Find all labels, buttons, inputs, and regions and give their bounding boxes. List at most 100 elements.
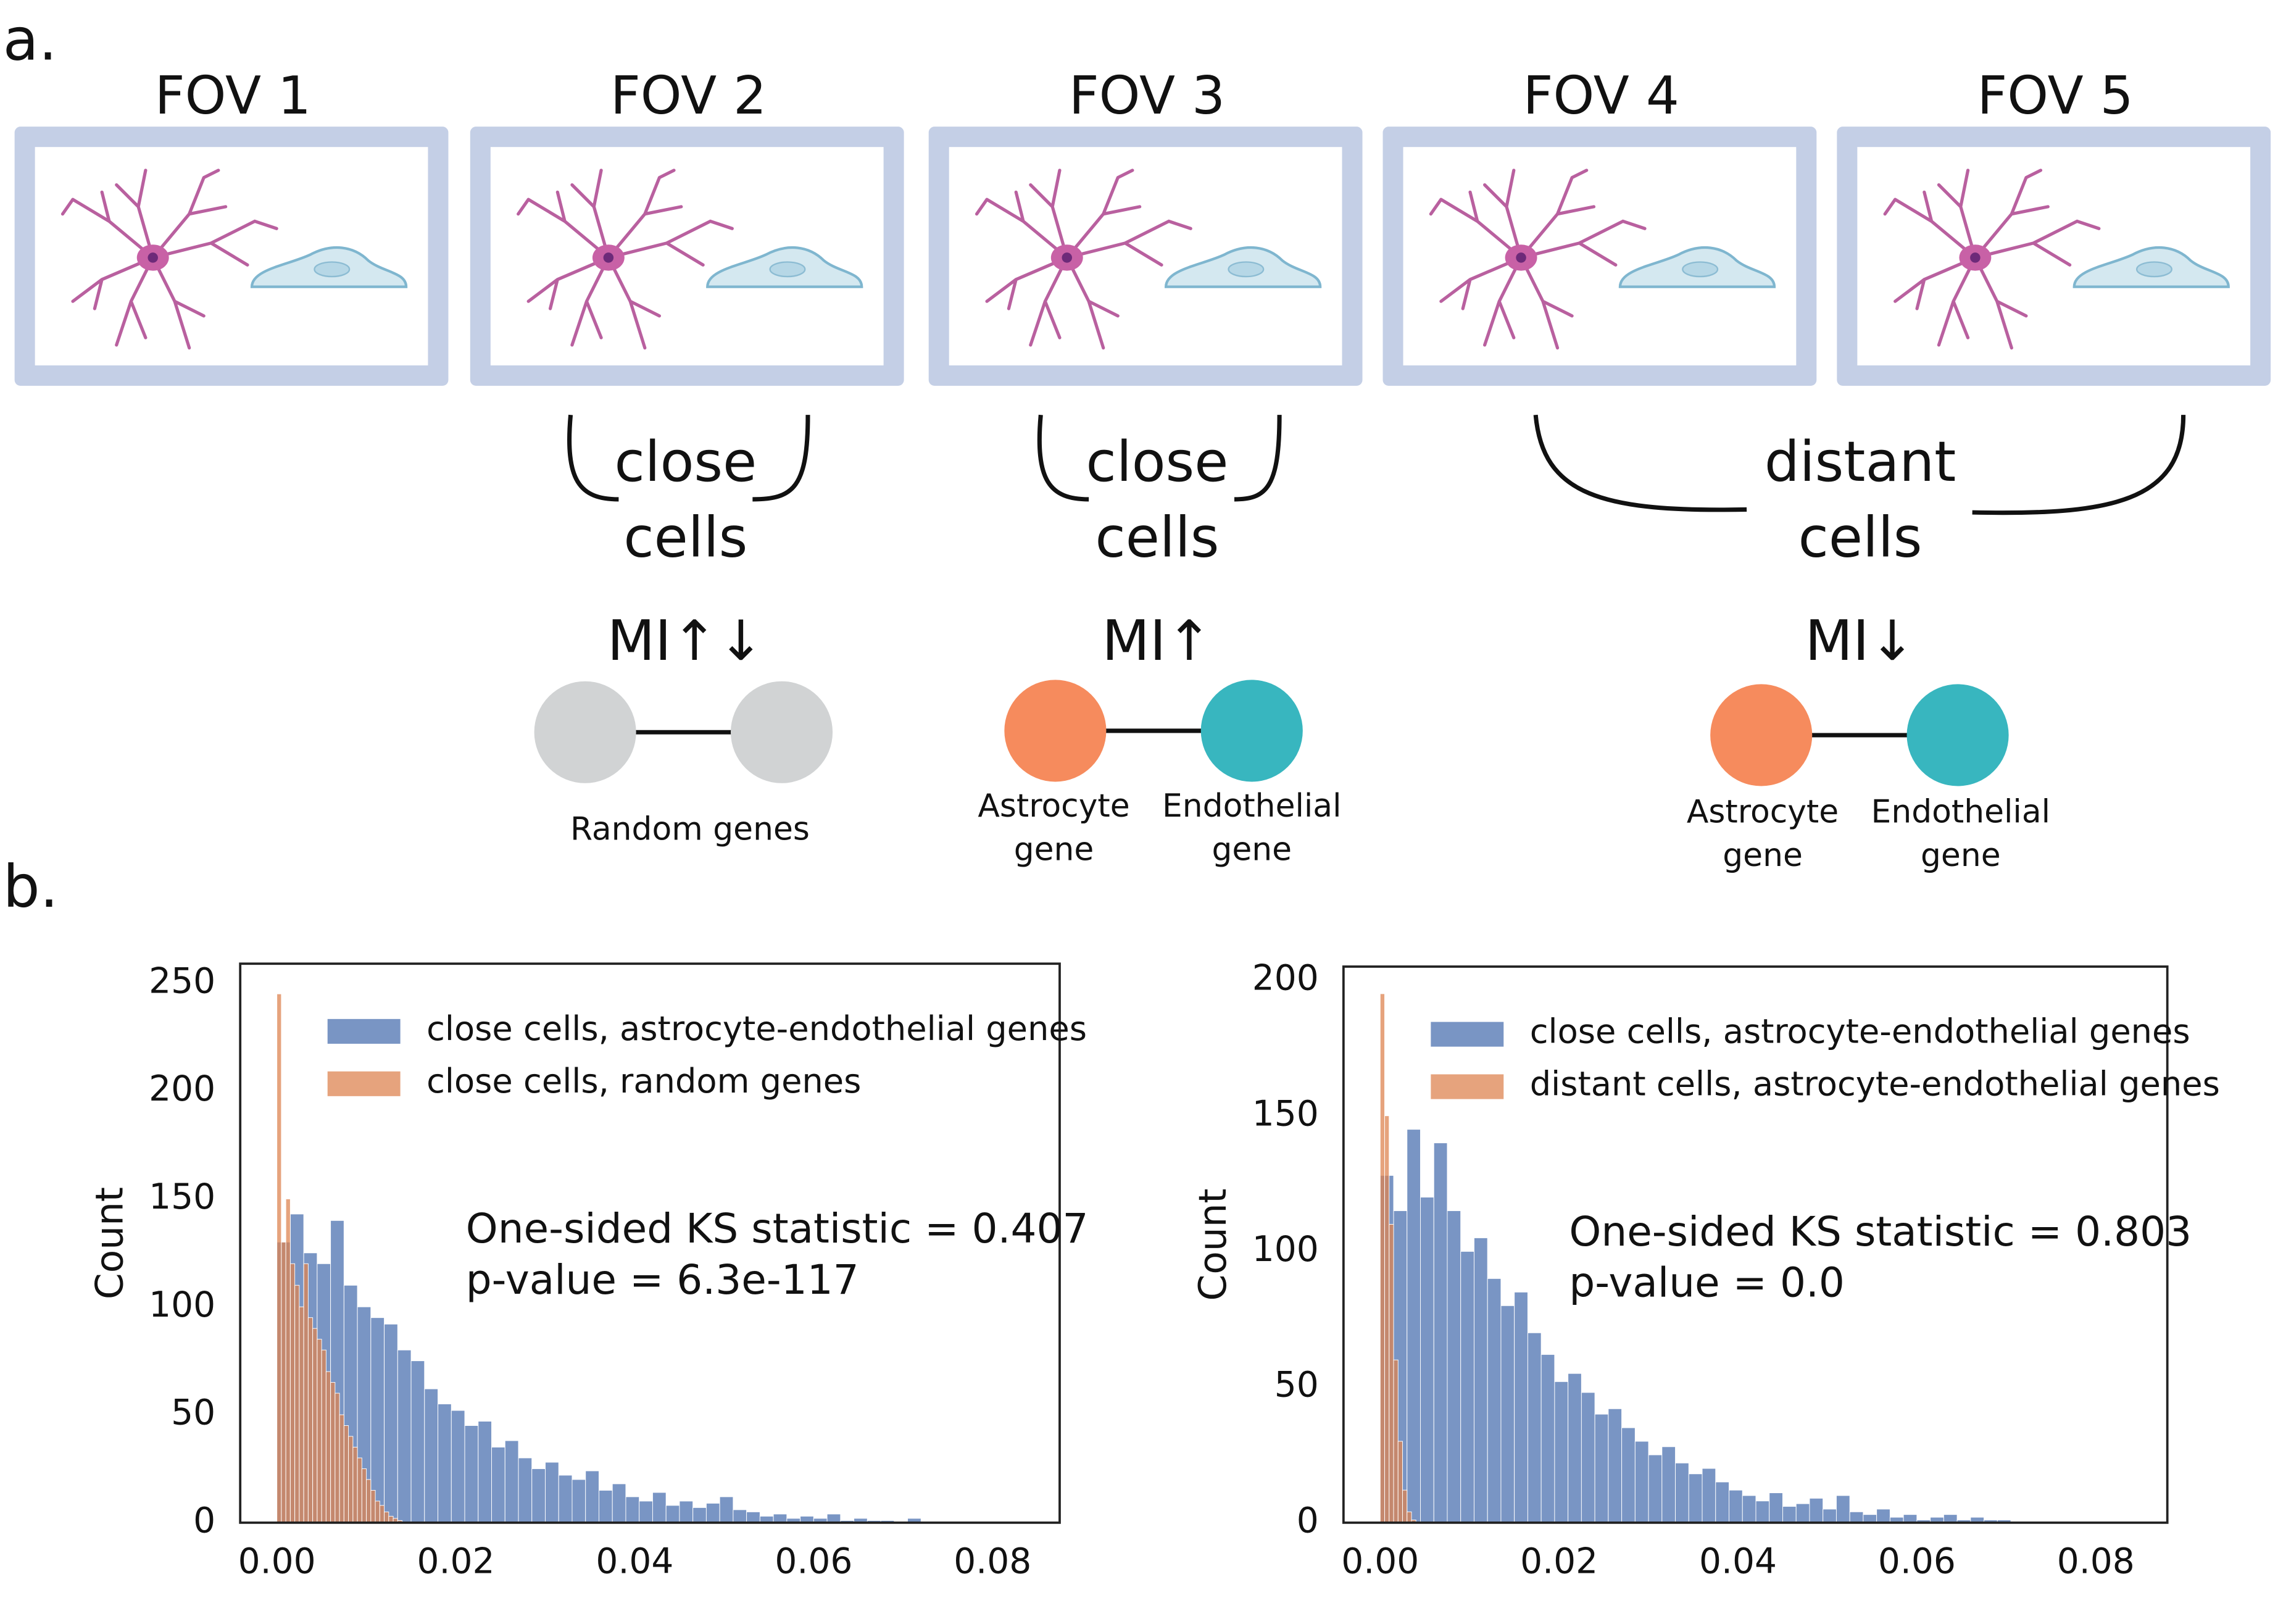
gene-label: Astrocyte [978, 788, 1129, 825]
histogram-bar [1389, 1223, 1394, 1523]
histogram-bar [352, 1447, 358, 1523]
histogram-bar [281, 1241, 286, 1523]
y-tick-label: 150 [1252, 1093, 1319, 1134]
bracket-label: cells [1095, 506, 1220, 570]
panel-label: a. [3, 6, 57, 74]
x-tick-label: 0.02 [1520, 1541, 1598, 1582]
histogram-bar [303, 1263, 309, 1523]
histogram-bar [692, 1507, 707, 1523]
bracket-label: distant [1765, 430, 1956, 494]
dendrite [151, 256, 206, 350]
y-tick-label: 200 [149, 1068, 215, 1109]
histogram-bar [379, 1505, 385, 1523]
annotation: One-sided KS statistic = 0.803 [1569, 1208, 2192, 1255]
histogram-bar [531, 1468, 546, 1523]
legend-label: close cells, astrocyte-endothelial genes [1530, 1012, 2190, 1051]
histogram-bar [1379, 993, 1385, 1523]
histogram-bar [1769, 1493, 1783, 1523]
histogram-bar [317, 1339, 322, 1523]
histogram-bar [1634, 1441, 1649, 1523]
histogram-bar [357, 1457, 362, 1523]
histogram-bar [585, 1470, 599, 1523]
histogram-bar [1863, 1514, 1877, 1523]
histogram-bar [733, 1509, 747, 1523]
gene-node [534, 681, 636, 783]
histogram-bar [1688, 1473, 1703, 1523]
histogram-bar [366, 1479, 372, 1523]
histogram-bar [1795, 1503, 1810, 1523]
histogram-bar [384, 1511, 389, 1523]
bracket [752, 415, 810, 502]
x-tick-label: 0.00 [1341, 1541, 1419, 1582]
histogram-bar [325, 1371, 331, 1523]
dendrite [975, 190, 1069, 260]
dendrite [1519, 169, 1596, 260]
nucleus [603, 252, 614, 263]
dendrite [607, 169, 683, 260]
dendrite [517, 190, 610, 260]
histogram-bar [339, 1414, 344, 1523]
histogram-bar [464, 1425, 479, 1523]
dendrite [570, 169, 610, 260]
y-tick-label: 150 [149, 1176, 215, 1217]
histogram-bar [312, 1328, 318, 1523]
legend-label: close cells, random genes [426, 1062, 861, 1101]
histogram-bar [518, 1457, 533, 1523]
histogram-bar [773, 1514, 788, 1523]
legend-swatch [327, 1071, 401, 1096]
y-tick-label: 0 [1297, 1500, 1319, 1541]
y-tick-label: 100 [1252, 1229, 1319, 1270]
endothelial-nucleus [1228, 261, 1265, 278]
dendrite [1483, 256, 1523, 347]
bracket [1972, 415, 2186, 515]
dendrite [1065, 169, 1142, 260]
histogram-bar [1849, 1511, 1864, 1523]
histogram-bar [276, 993, 282, 1523]
histogram-bar [652, 1492, 667, 1523]
dendrite [607, 256, 662, 350]
annotation: p-value = 6.3e-117 [466, 1256, 859, 1304]
gene-label: gene [1014, 831, 1094, 868]
plot-frame [1342, 965, 2169, 1524]
endothelial-nucleus [769, 261, 806, 278]
dendrite [1065, 256, 1120, 350]
bracket [1234, 415, 1282, 502]
bracket-label: close [614, 430, 757, 494]
histogram-bar [343, 1425, 349, 1523]
dendrite [1883, 190, 1977, 260]
gene-node [730, 681, 833, 783]
histogram-bar [1648, 1454, 1663, 1523]
dendrite [1973, 169, 2050, 260]
histogram-bar [1729, 1489, 1743, 1523]
endothelial-nucleus [1682, 261, 1719, 278]
gene-node [1200, 680, 1303, 782]
histogram-bar [719, 1496, 734, 1523]
mi-label: MI↑ [1102, 609, 1213, 673]
gene-label: gene [1723, 837, 1803, 874]
histogram-bar [1402, 1489, 1408, 1523]
x-tick-label: 0.04 [1699, 1541, 1777, 1582]
histogram-bar [1460, 1251, 1474, 1523]
histogram-bar [348, 1436, 354, 1523]
histogram-bar [424, 1388, 439, 1523]
histogram-bar [1661, 1446, 1676, 1523]
dendrite [1439, 256, 1523, 310]
histogram-bar [826, 1514, 841, 1523]
x-tick-label: 0.00 [238, 1541, 316, 1582]
histogram-bar [1397, 1441, 1403, 1523]
gene-label: Astrocyte [1687, 793, 1839, 830]
histogram-bar [1621, 1427, 1636, 1523]
legend-swatch [1431, 1074, 1504, 1099]
x-tick-label: 0.06 [1878, 1541, 1956, 1582]
histogram-bar [1527, 1332, 1542, 1523]
x-tick-label: 0.08 [954, 1541, 1031, 1582]
dendrite [1973, 256, 2028, 350]
gene-node [1906, 684, 2009, 786]
gene-node [1710, 684, 1813, 786]
mi-label: MI↑↓ [607, 609, 764, 673]
histogram-bar [384, 1323, 398, 1523]
histogram-bar [665, 1505, 680, 1523]
astrocyte [975, 169, 1192, 350]
x-tick-label: 0.02 [417, 1541, 495, 1582]
